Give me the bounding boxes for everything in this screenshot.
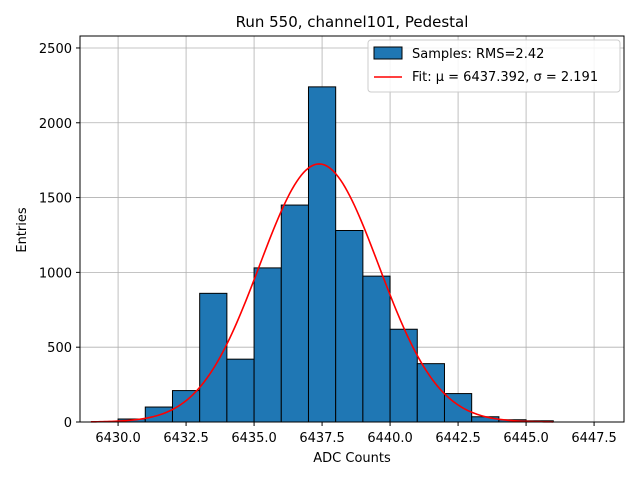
x-tick-label: 6442.5	[435, 431, 481, 446]
y-tick-label: 1500	[39, 192, 72, 207]
y-tick-label: 500	[47, 341, 72, 356]
legend-box	[367, 39, 621, 93]
x-tick-label: 6447.5	[571, 431, 617, 446]
x-tick-label: 6445.0	[503, 431, 549, 446]
x-tick-label: 6435.0	[231, 431, 277, 446]
histogram-bars	[117, 86, 554, 423]
legend-label-samples: Samples: RMS=2.42	[412, 47, 544, 62]
x-tick-label: 6430.0	[95, 431, 141, 446]
y-axis-label: Entries	[15, 207, 30, 253]
y-tick-label: 2500	[39, 42, 72, 57]
histogram-bar	[253, 267, 282, 423]
gaussian-fit-line	[90, 163, 554, 423]
histogram-bar	[389, 328, 418, 423]
histogram-bar	[199, 292, 228, 423]
x-tick-label: 6437.5	[299, 431, 345, 446]
chart-title: Run 550, channel101, Pedestal	[236, 13, 469, 31]
y-tick-label: 2000	[39, 117, 72, 132]
x-tick-label: 6432.5	[163, 431, 209, 446]
histogram-bar	[307, 86, 337, 423]
x-tick-label: 6440.0	[367, 431, 413, 446]
y-tick-label: 0	[64, 416, 72, 431]
histogram-bar	[171, 390, 201, 423]
legend: Samples: RMS=2.42 Fit: μ = 6437.392, σ =…	[367, 39, 621, 93]
legend-label-fit: Fit: μ = 6437.392, σ = 2.191	[412, 70, 598, 85]
axis-ticks: 6430.0 6432.5 6435.0 6437.5 6440.0 6442.5 6445…	[39, 42, 617, 446]
y-tick-label: 1000	[39, 266, 72, 281]
histogram-bar	[335, 229, 364, 423]
histogram-bar	[226, 358, 255, 423]
histogram-bar	[416, 363, 445, 423]
plot-frame	[79, 35, 625, 423]
x-axis-label: ADC Counts	[313, 451, 391, 466]
legend-swatch-samples	[373, 46, 403, 60]
histogram-bar	[280, 204, 309, 423]
histogram-bar	[362, 275, 391, 423]
